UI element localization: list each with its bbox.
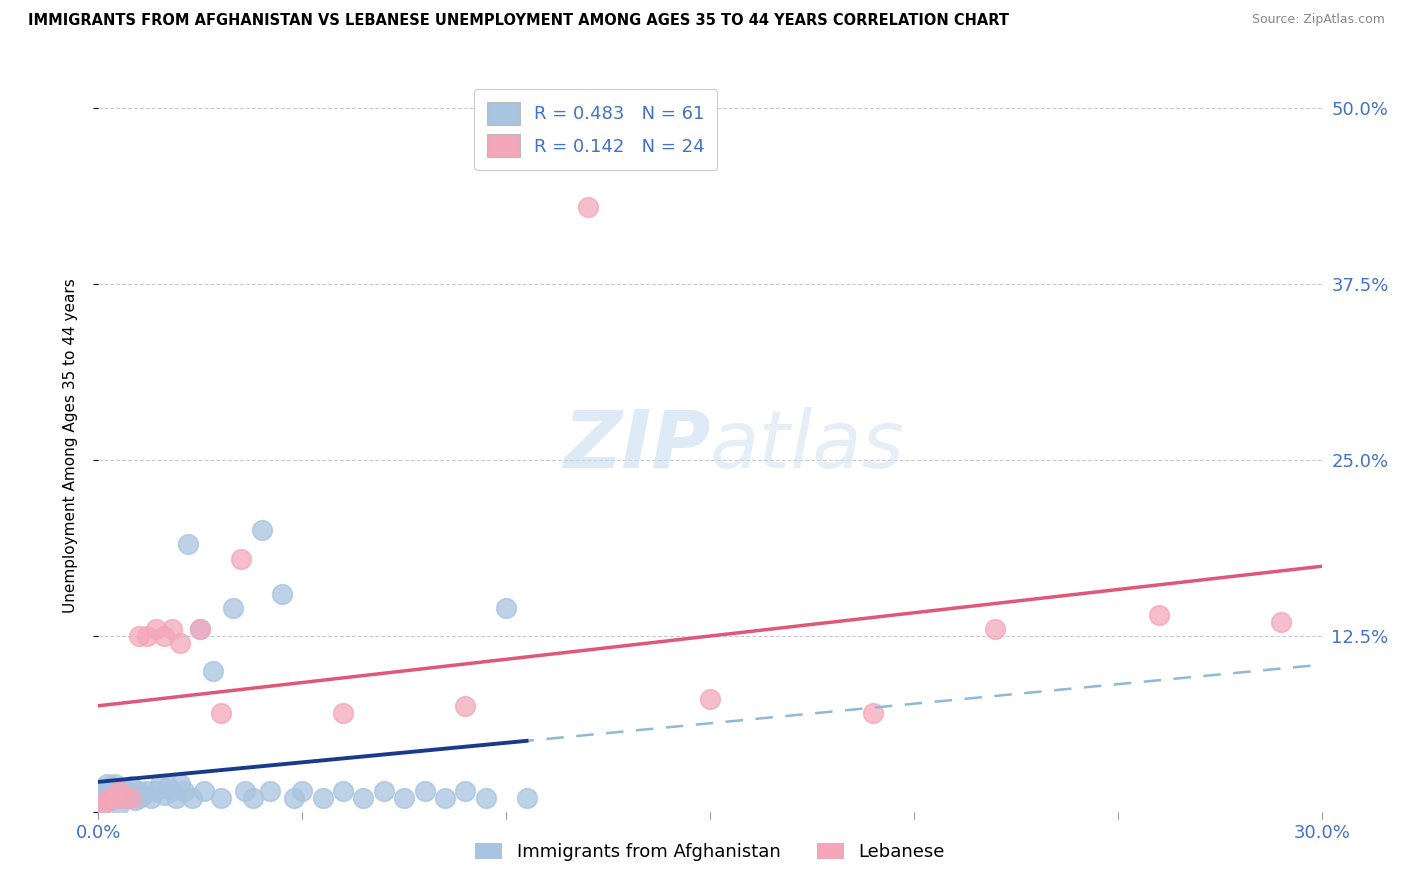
Point <box>209 790 232 805</box>
Point <box>128 629 150 643</box>
Point <box>209 706 232 721</box>
Point <box>312 790 335 805</box>
Point <box>516 790 538 805</box>
Point <box>454 783 477 797</box>
Point <box>392 790 416 805</box>
Point <box>434 790 457 805</box>
Point <box>270 587 294 601</box>
Point <box>100 780 122 794</box>
Point <box>169 636 191 650</box>
Point <box>413 783 436 797</box>
Point <box>132 788 155 802</box>
Text: atlas: atlas <box>710 407 905 485</box>
Point <box>108 783 131 797</box>
Point <box>699 692 721 706</box>
Point <box>332 783 354 797</box>
Point <box>120 788 142 802</box>
Point <box>136 629 159 643</box>
Point <box>111 783 134 797</box>
Point <box>91 790 114 805</box>
Point <box>96 793 118 807</box>
Point <box>454 699 477 714</box>
Point <box>283 790 305 805</box>
Point <box>193 783 215 797</box>
Point <box>495 600 517 615</box>
Point <box>984 622 1007 636</box>
Point <box>177 537 200 551</box>
Point <box>474 790 498 805</box>
Point <box>96 783 118 797</box>
Text: ZIP: ZIP <box>562 407 710 485</box>
Point <box>156 780 179 794</box>
Point <box>136 783 159 797</box>
Point <box>124 793 146 807</box>
Point <box>115 783 138 797</box>
Point <box>108 783 131 797</box>
Point <box>291 783 314 797</box>
Point <box>332 706 354 721</box>
Point <box>120 780 142 794</box>
Point <box>149 776 172 790</box>
Point <box>141 790 163 805</box>
Point <box>111 790 134 805</box>
Point <box>100 793 122 807</box>
Y-axis label: Unemployment Among Ages 35 to 44 years: Unemployment Among Ages 35 to 44 years <box>63 278 77 614</box>
Point <box>233 783 256 797</box>
Point <box>165 790 187 805</box>
Point <box>128 783 150 797</box>
Legend: Immigrants from Afghanistan, Lebanese: Immigrants from Afghanistan, Lebanese <box>468 836 952 869</box>
Point <box>1270 615 1292 629</box>
Point <box>145 783 167 797</box>
Point <box>188 622 212 636</box>
Point <box>108 790 131 805</box>
Text: IMMIGRANTS FROM AFGHANISTAN VS LEBANESE UNEMPLOYMENT AMONG AGES 35 TO 44 YEARS C: IMMIGRANTS FROM AFGHANISTAN VS LEBANESE … <box>28 13 1010 29</box>
Point <box>373 783 395 797</box>
Point <box>91 783 114 797</box>
Point <box>100 790 122 805</box>
Point <box>104 790 127 805</box>
Point <box>128 790 150 805</box>
Point <box>862 706 884 721</box>
Point <box>152 788 174 802</box>
Point <box>576 200 599 214</box>
Point <box>242 790 264 805</box>
Point <box>96 793 118 807</box>
Point <box>100 788 122 802</box>
Point <box>352 790 374 805</box>
Point <box>91 797 114 812</box>
Point <box>108 797 131 812</box>
Point <box>104 776 127 790</box>
Point <box>181 790 204 805</box>
Point <box>115 790 138 805</box>
Point <box>96 790 118 805</box>
Point <box>152 629 174 643</box>
Point <box>231 551 253 566</box>
Point <box>91 797 114 812</box>
Point <box>1147 607 1170 622</box>
Point <box>160 783 183 797</box>
Point <box>201 664 224 678</box>
Point <box>160 622 183 636</box>
Point <box>145 622 167 636</box>
Point <box>104 790 127 805</box>
Point <box>173 783 195 797</box>
Point <box>104 783 127 797</box>
Text: Source: ZipAtlas.com: Source: ZipAtlas.com <box>1251 13 1385 27</box>
Point <box>259 783 281 797</box>
Point <box>96 776 118 790</box>
Point <box>120 790 142 805</box>
Point <box>222 600 245 615</box>
Point <box>188 622 212 636</box>
Point <box>250 524 273 538</box>
Point <box>169 776 191 790</box>
Point <box>111 790 134 805</box>
